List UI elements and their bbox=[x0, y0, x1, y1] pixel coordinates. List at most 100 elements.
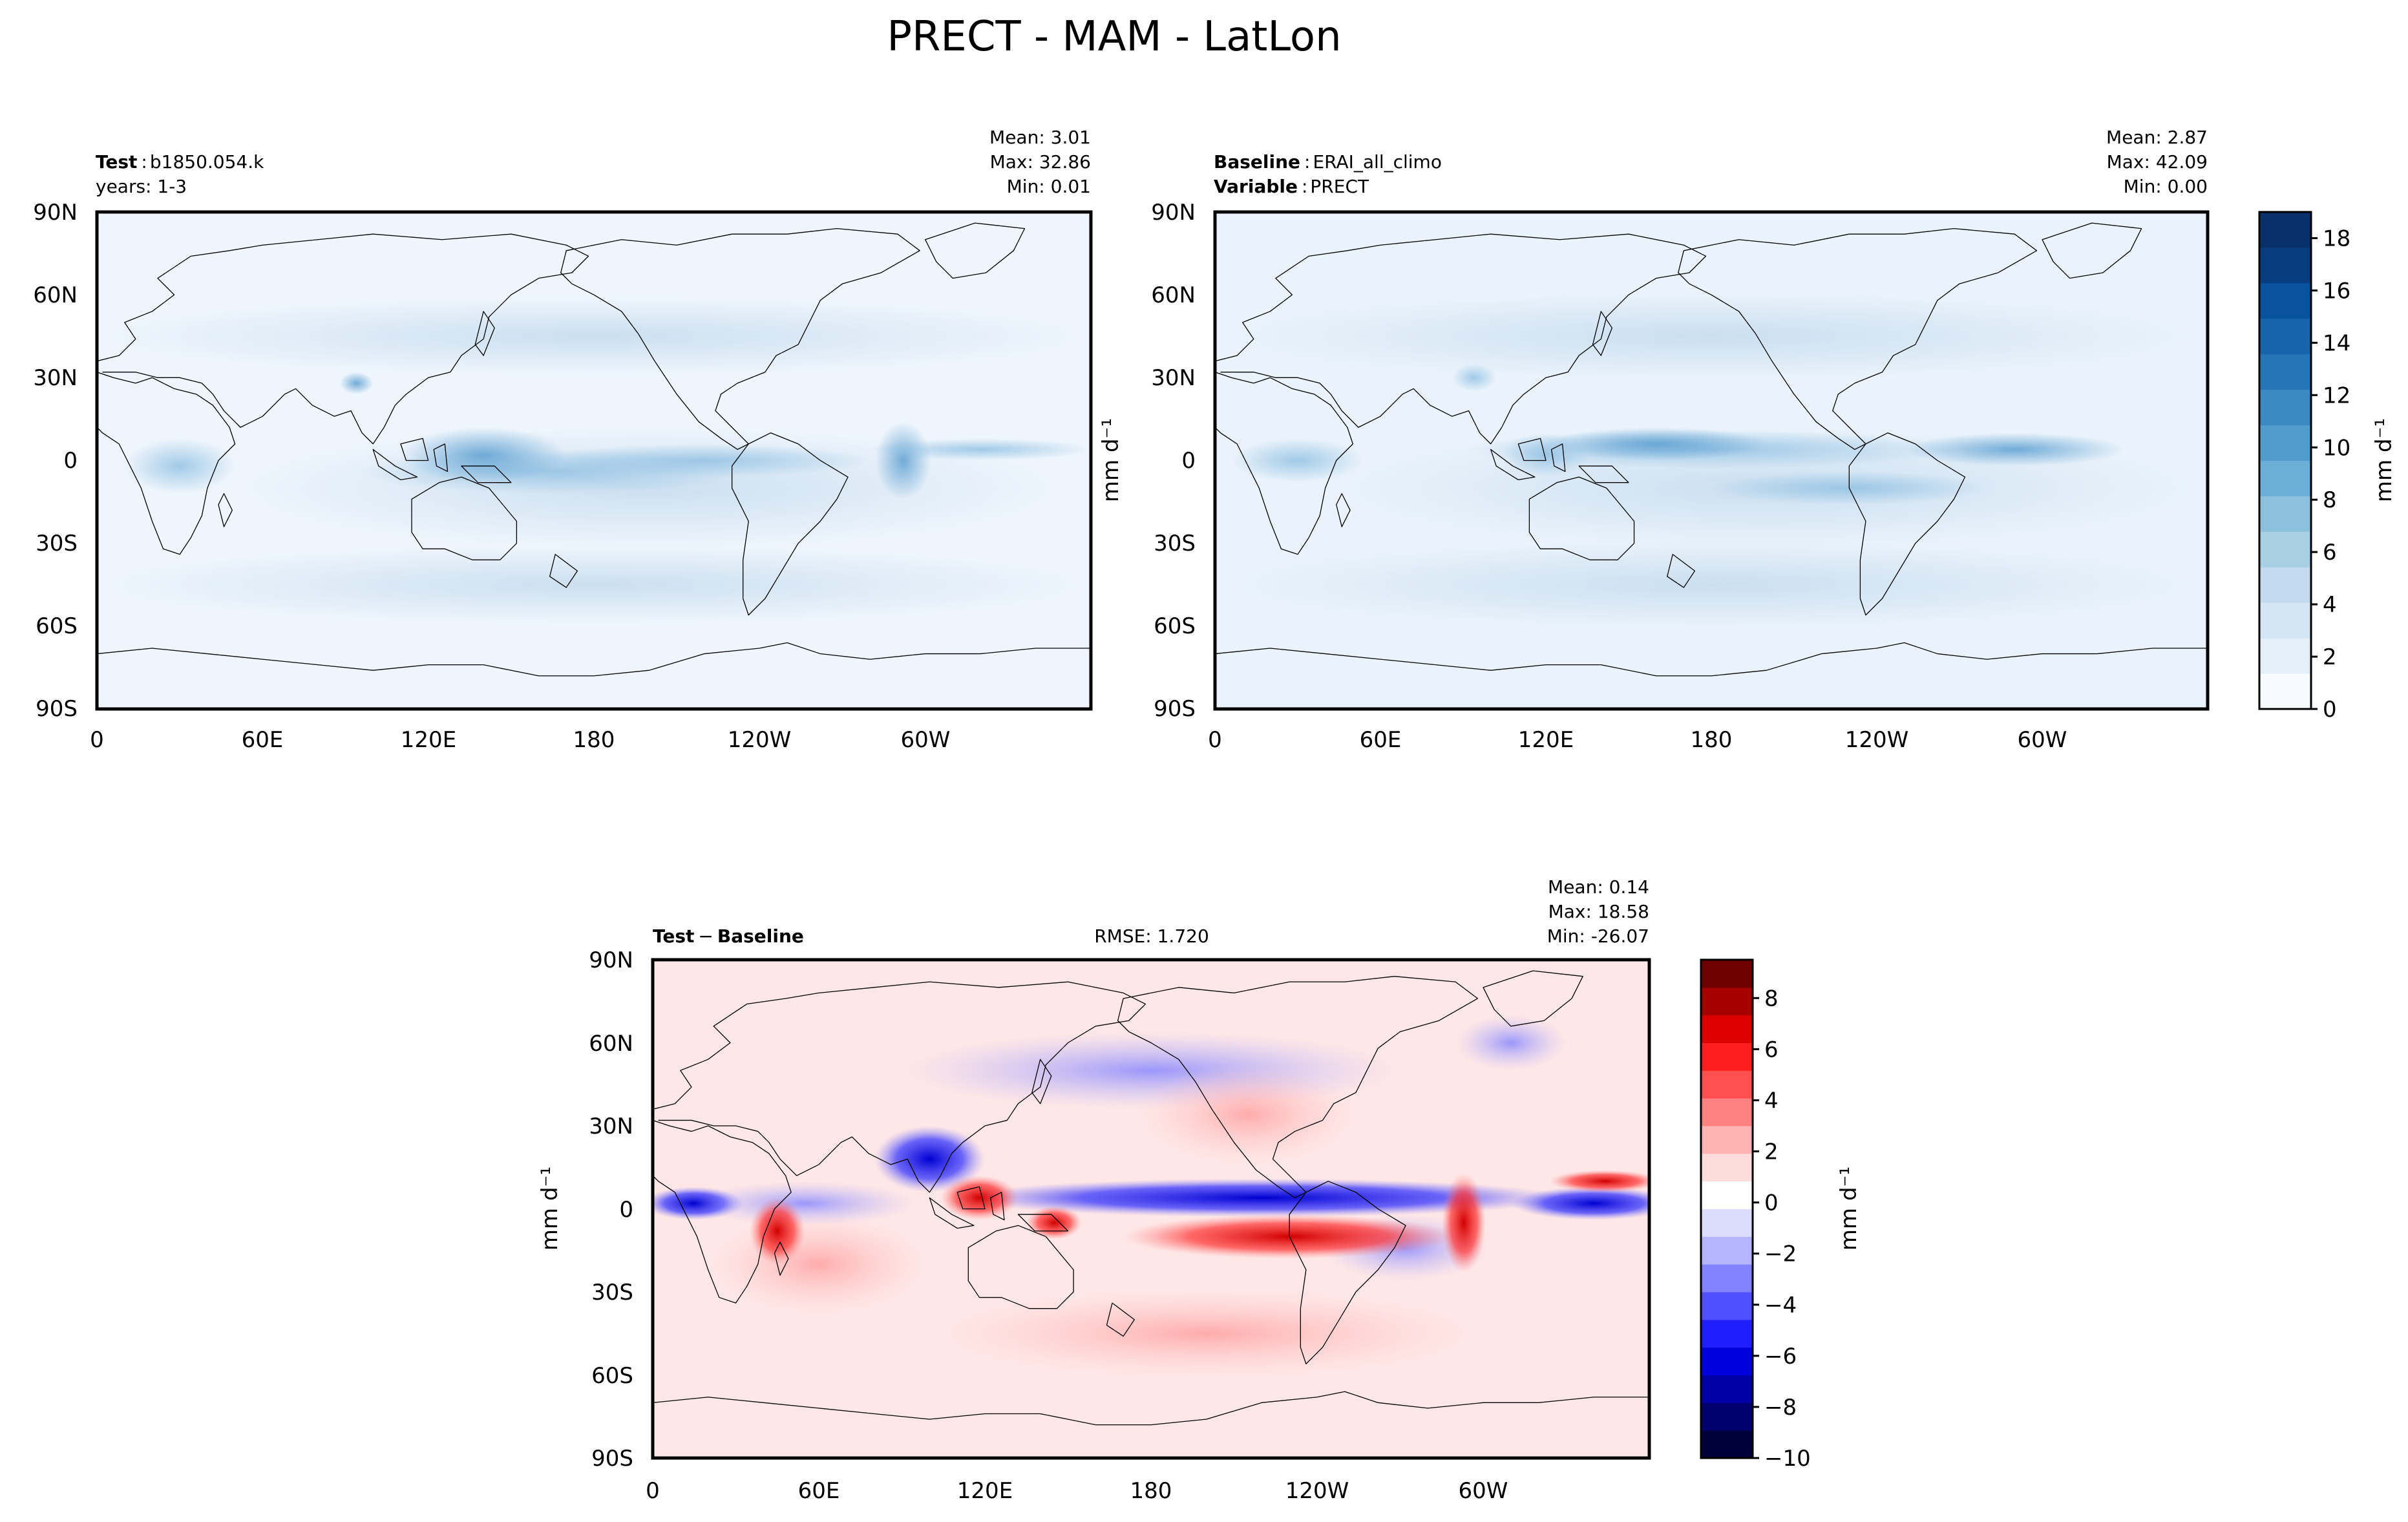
baseline-map-frame bbox=[1213, 210, 2210, 711]
diff-ytick: 0 bbox=[619, 1197, 633, 1223]
colorbar-absolute-color-block bbox=[2259, 496, 2311, 532]
diff-xtick: 180 bbox=[1130, 1478, 1172, 1504]
figure-title: PRECT - MAM - LatLon bbox=[887, 13, 1341, 61]
test-sub-label: years: 1-3 bbox=[96, 176, 187, 197]
diff-label-test: Test bbox=[653, 925, 694, 947]
test-xtick: 120W bbox=[728, 727, 792, 753]
colorbar-difference-tick-label: 2 bbox=[1764, 1139, 1779, 1165]
test-mean: Mean: 3.01 bbox=[989, 127, 1091, 148]
colorbar-absolute-color-block bbox=[2259, 282, 2311, 319]
diff-map bbox=[651, 958, 1651, 1460]
baseline-xtick: 180 bbox=[1691, 727, 1733, 753]
diff-min: Min: -26.07 bbox=[1547, 925, 1649, 947]
diff-ytick: 30N bbox=[589, 1114, 633, 1139]
colorbar-absolute-tick-label: 2 bbox=[2323, 644, 2337, 670]
diff-map-frame bbox=[651, 958, 1651, 1460]
test-xtick: 60E bbox=[242, 727, 284, 753]
colorbar-difference-frame bbox=[1700, 958, 1754, 1459]
colorbar-difference-ticks: −10 −8 −6 −4 −2 0 2 4 6 8 bbox=[1753, 986, 1811, 1472]
baseline-ytick: 90N bbox=[1151, 200, 1196, 226]
diff-ytick: 90S bbox=[591, 1446, 633, 1472]
test-xaxis: 0 60E 120E 180 120W 60W bbox=[90, 727, 950, 753]
colorbar-difference-tick-label: 0 bbox=[1764, 1190, 1779, 1216]
baseline-yaxis: 90N 60N 30N 0 30S 60S 90S bbox=[1151, 200, 1196, 722]
colorbar-absolute-ticks: 0 2 4 6 8 10 12 14 16 18 bbox=[2311, 226, 2350, 723]
diff-rmse: RMSE: 1.720 bbox=[1094, 925, 1209, 947]
panel-test: Test: b1850.054.k years: 1-3 Mean: 3.01 M… bbox=[33, 127, 1093, 753]
diff-xtick: 60W bbox=[1459, 1478, 1508, 1504]
baseline-map bbox=[1213, 210, 2210, 711]
diff-xtick: 120E bbox=[957, 1478, 1013, 1504]
test-ytick: 30N bbox=[33, 365, 78, 391]
diff-label-op: − bbox=[698, 925, 713, 947]
diff-label-baseline: Baseline bbox=[717, 925, 804, 947]
colorbar-absolute-blocks bbox=[2259, 212, 2311, 710]
colorbar-absolute-color-block bbox=[2259, 354, 2311, 390]
test-ytick: 60S bbox=[36, 613, 78, 639]
diff-ylabel: mm d⁻¹ bbox=[537, 1167, 563, 1251]
diff-field bbox=[653, 1015, 1649, 1378]
colorbar-difference-color-block bbox=[1701, 1264, 1753, 1293]
test-ytick: 90S bbox=[36, 696, 78, 722]
baseline-ytick: 60S bbox=[1154, 613, 1196, 639]
diff-mean: Mean: 0.14 bbox=[1548, 876, 1649, 898]
test-label: Test: b1850.054.k bbox=[96, 151, 264, 173]
colorbar-difference-tick-label: 4 bbox=[1764, 1088, 1779, 1114]
colorbar-absolute-color-block bbox=[2259, 389, 2311, 426]
colorbar-absolute-tick-label: 10 bbox=[2323, 435, 2350, 461]
test-ytick: 60N bbox=[33, 282, 78, 308]
colorbar-absolute-tick-label: 18 bbox=[2323, 226, 2350, 251]
colorbar-difference-tick-label: −6 bbox=[1764, 1344, 1797, 1369]
baseline-sub-label: Variable: PRECT bbox=[1214, 176, 1369, 197]
test-ytick: 0 bbox=[63, 448, 78, 474]
colorbar-difference-tick-label: −2 bbox=[1764, 1242, 1797, 1267]
baseline-xtick: 120E bbox=[1518, 727, 1574, 753]
panel-baseline: Baseline: ERAI_all_climo Variable: PRECT M… bbox=[1098, 127, 2397, 753]
test-label-sep: : bbox=[141, 151, 147, 173]
baseline-sub-sep: : bbox=[1302, 176, 1307, 197]
diff-xtick: 0 bbox=[646, 1478, 660, 1504]
baseline-xtick: 60E bbox=[1360, 727, 1402, 753]
colorbar-difference-color-block bbox=[1701, 1209, 1753, 1237]
colorbar-difference-tick-label: −10 bbox=[1764, 1446, 1811, 1472]
colorbar-absolute-color-block bbox=[2259, 602, 2311, 639]
test-yaxis: 90N 60N 30N 0 30S 60S 90S bbox=[33, 200, 78, 722]
colorbar-difference-tick-label: −8 bbox=[1764, 1395, 1797, 1421]
colorbar-absolute-color-block bbox=[2259, 638, 2311, 674]
test-xtick: 0 bbox=[90, 727, 104, 753]
colorbar-absolute-color-block bbox=[2259, 673, 2311, 710]
baseline-ytick: 90S bbox=[1154, 696, 1196, 722]
colorbar-difference-color-block bbox=[1701, 1319, 1753, 1348]
baseline-field bbox=[1215, 291, 2208, 629]
test-map bbox=[95, 210, 1093, 711]
diff-ytick: 30S bbox=[591, 1280, 633, 1305]
test-ytick: 90N bbox=[33, 200, 78, 226]
baseline-label-key: Baseline bbox=[1214, 151, 1300, 173]
baseline-ytick: 30S bbox=[1154, 531, 1196, 556]
colorbar-difference-color-block bbox=[1701, 1042, 1753, 1071]
colorbar-difference-color-block bbox=[1701, 1347, 1753, 1375]
baseline-xtick: 0 bbox=[1208, 727, 1222, 753]
test-max: Max: 32.86 bbox=[990, 151, 1091, 173]
baseline-ylabel: mm d⁻¹ bbox=[1098, 418, 1124, 502]
colorbar-difference-color-block bbox=[1701, 987, 1753, 1016]
baseline-xaxis: 0 60E 120E 180 120W 60W bbox=[1208, 727, 2067, 753]
diff-ytick: 90N bbox=[589, 947, 633, 973]
baseline-label-sep: : bbox=[1304, 151, 1310, 173]
test-xtick: 180 bbox=[573, 727, 615, 753]
baseline-min: Min: 0.00 bbox=[2124, 176, 2208, 197]
colorbar-difference-tick-label: −4 bbox=[1764, 1293, 1797, 1318]
baseline-sub-value: PRECT bbox=[1310, 176, 1369, 197]
colorbar-difference-color-block bbox=[1701, 1015, 1753, 1043]
colorbar-difference-color-block bbox=[1701, 1430, 1753, 1459]
baseline-label: Baseline: ERAI_all_climo bbox=[1214, 151, 1442, 173]
colorbar-absolute-color-block bbox=[2259, 247, 2311, 284]
colorbar-difference-color-block bbox=[1701, 1375, 1753, 1403]
colorbar-difference-tick-label: 8 bbox=[1764, 986, 1779, 1011]
diff-label: Test − Baseline bbox=[653, 925, 804, 947]
diff-xtick: 60E bbox=[798, 1478, 840, 1504]
colorbar-difference-tick-label: 6 bbox=[1764, 1037, 1779, 1062]
baseline-xtick: 120W bbox=[1845, 727, 1909, 753]
colorbar-difference-color-block bbox=[1701, 1126, 1753, 1154]
diff-xaxis: 0 60E 120E 180 120W 60W bbox=[646, 1478, 1508, 1504]
